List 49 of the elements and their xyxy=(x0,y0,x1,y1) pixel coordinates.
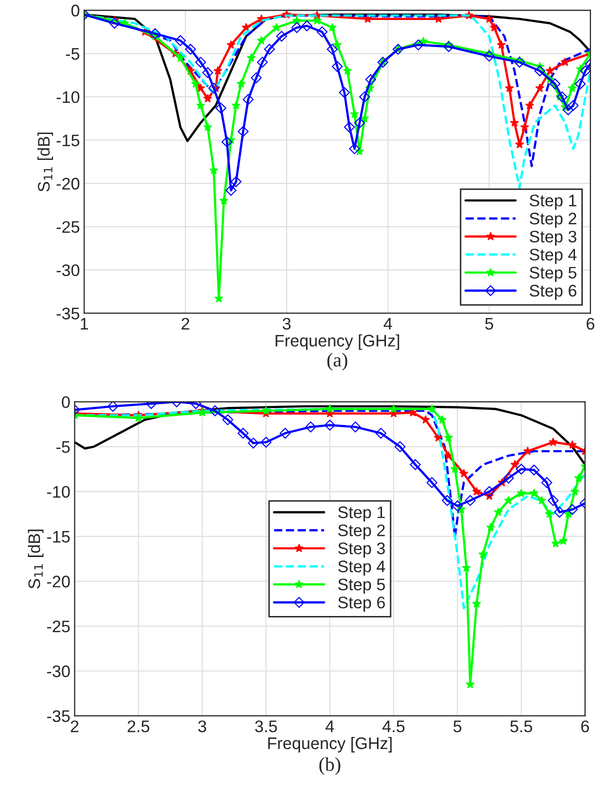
legend-label: Step 4 xyxy=(530,248,577,264)
x-tick-label: 5 xyxy=(485,318,494,330)
legend-label: Step 2 xyxy=(530,212,576,228)
legend-label: Step 6 xyxy=(338,596,385,612)
x-axis-title: Frequency [GHz] xyxy=(276,334,400,350)
y-axis-title: S$_{11}$ [dB] xyxy=(37,132,54,192)
x-tick-label: 3.5 xyxy=(255,720,277,732)
y-tick-label: -25 xyxy=(56,221,80,233)
x-tick-label: 1 xyxy=(80,318,88,330)
y-tick-label: 0 xyxy=(71,4,80,16)
x-tick-label: 3 xyxy=(282,318,291,330)
x-tick-label: 2.5 xyxy=(128,720,150,732)
legend-label: Step 1 xyxy=(530,194,576,210)
x-tick-label: 4 xyxy=(326,720,334,732)
legend-label: Step 5 xyxy=(530,266,576,282)
x-tick-label: 2 xyxy=(70,720,78,732)
y-tick-label: -30 xyxy=(56,264,80,276)
y-tick-label: -10 xyxy=(56,91,80,104)
legend-label: Step 1 xyxy=(338,506,385,522)
legend-label: Step 3 xyxy=(530,230,576,246)
y-axis-title: S$_{11}$ [dB] xyxy=(28,530,44,589)
x-axis-title: Frequency [GHz] xyxy=(268,736,392,752)
y-tick-label: -35 xyxy=(47,710,70,722)
y-tick-label: -20 xyxy=(56,178,80,190)
x-tick-label: 4 xyxy=(384,318,392,330)
y-tick-label: -20 xyxy=(47,576,70,588)
legend-label: Step 6 xyxy=(530,284,576,300)
legend-label: Step 5 xyxy=(338,578,385,594)
y-tick-label: -5 xyxy=(66,48,80,60)
x-tick-label: 6 xyxy=(586,318,594,330)
legend-label: Step 2 xyxy=(338,524,385,540)
x-tick-label: 6 xyxy=(581,720,589,732)
y-tick-label: -30 xyxy=(47,665,70,678)
y-tick-label: -15 xyxy=(47,530,70,543)
x-tick-label: 5.5 xyxy=(510,720,532,732)
y-tick-label: 0 xyxy=(62,396,70,408)
x-tick-label: 4.5 xyxy=(382,720,405,732)
y-tick-label: -10 xyxy=(47,486,70,498)
legend-label: Step 3 xyxy=(338,542,385,558)
x-tick-label: 3 xyxy=(198,720,206,732)
y-tick-label: -35 xyxy=(56,308,80,320)
legend-label: Step 4 xyxy=(338,560,386,576)
y-tick-label: -25 xyxy=(47,620,70,632)
y-tick-label: -15 xyxy=(56,134,80,146)
x-tick-label: 2 xyxy=(182,318,190,330)
y-tick-label: -5 xyxy=(56,441,70,453)
text: (a) xyxy=(327,352,348,371)
x-tick-label: 5 xyxy=(453,720,462,732)
text: (b) xyxy=(319,757,340,775)
